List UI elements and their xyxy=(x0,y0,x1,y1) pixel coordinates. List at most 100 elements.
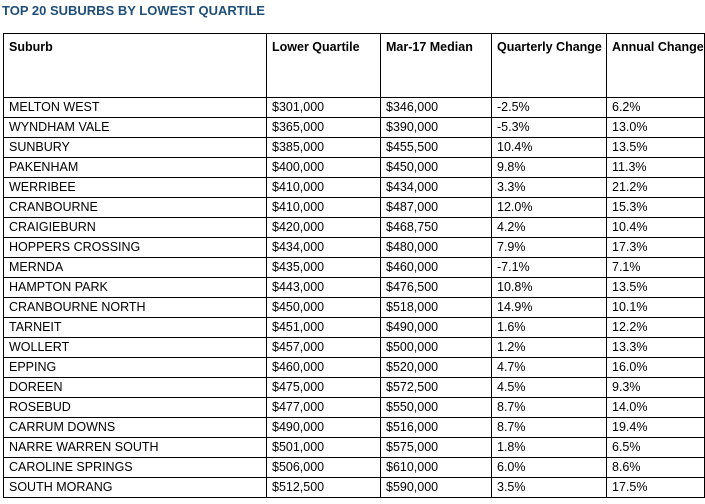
header-lower-quartile: Lower Quartile xyxy=(266,33,381,98)
table-row: HOPPERS CROSSING $434,000 $480,000 7.9% 17.3… xyxy=(3,237,705,258)
cell-suburb: DOREEN xyxy=(3,377,267,398)
header-quarterly-change: Quarterly Change xyxy=(491,33,607,98)
cell-suburb: EPPING xyxy=(3,357,267,378)
table-row: ROSEBUD $477,000 $550,000 8.7% 14.0% xyxy=(3,397,705,418)
cell-median: $434,000 xyxy=(380,177,492,198)
cell-median: $476,500 xyxy=(380,277,492,298)
cell-median: $610,000 xyxy=(380,457,492,478)
cell-lower-quartile: $443,000 xyxy=(266,277,381,298)
cell-quarterly-change: -2.5% xyxy=(491,97,607,118)
table-body: MELTON WEST $301,000 $346,000 -2.5% 6.2% WYND… xyxy=(3,97,705,498)
cell-lower-quartile: $501,000 xyxy=(266,437,381,458)
cell-annual-change: 10.1% xyxy=(606,297,705,318)
cell-quarterly-change: 12.0% xyxy=(491,197,607,218)
cell-quarterly-change: 1.8% xyxy=(491,437,607,458)
cell-suburb: TARNEIT xyxy=(3,317,267,338)
header-suburb: Suburb xyxy=(3,33,267,98)
cell-annual-change: 19.4% xyxy=(606,417,705,438)
cell-lower-quartile: $450,000 xyxy=(266,297,381,318)
cell-suburb: CARRUM DOWNS xyxy=(3,417,267,438)
cell-quarterly-change: -5.3% xyxy=(491,117,607,138)
table-title: TOP 20 SUBURBS BY LOWEST QUARTILE xyxy=(2,3,265,18)
cell-quarterly-change: 8.7% xyxy=(491,417,607,438)
cell-quarterly-change: 1.2% xyxy=(491,337,607,358)
table-row: WOLLERT $457,000 $500,000 1.2% 13.3% xyxy=(3,337,705,358)
cell-median: $346,000 xyxy=(380,97,492,118)
cell-lower-quartile: $420,000 xyxy=(266,217,381,238)
cell-median: $590,000 xyxy=(380,477,492,498)
cell-annual-change: 13.5% xyxy=(606,137,705,158)
cell-annual-change: 13.3% xyxy=(606,337,705,358)
cell-median: $550,000 xyxy=(380,397,492,418)
cell-suburb: MELTON WEST xyxy=(3,97,267,118)
cell-annual-change: 9.3% xyxy=(606,377,705,398)
cell-suburb: CRANBOURNE NORTH xyxy=(3,297,267,318)
cell-suburb: CRANBOURNE xyxy=(3,197,267,218)
cell-annual-change: 7.1% xyxy=(606,257,705,278)
table-row: CRAIGIEBURN $420,000 $468,750 4.2% 10.4% xyxy=(3,217,705,238)
cell-quarterly-change: 4.5% xyxy=(491,377,607,398)
cell-lower-quartile: $457,000 xyxy=(266,337,381,358)
table-row: CAROLINE SPRINGS $506,000 $610,000 6.0% 8.6% xyxy=(3,457,705,478)
cell-median: $487,000 xyxy=(380,197,492,218)
cell-median: $518,000 xyxy=(380,297,492,318)
cell-quarterly-change: 1.6% xyxy=(491,317,607,338)
cell-median: $480,000 xyxy=(380,237,492,258)
cell-lower-quartile: $506,000 xyxy=(266,457,381,478)
cell-lower-quartile: $435,000 xyxy=(266,257,381,278)
cell-suburb: SUNBURY xyxy=(3,137,267,158)
cell-suburb: WYNDHAM VALE xyxy=(3,117,267,138)
cell-lower-quartile: $512,500 xyxy=(266,477,381,498)
cell-annual-change: 14.0% xyxy=(606,397,705,418)
table-row: SUNBURY $385,000 $455,500 10.4% 13.5% xyxy=(3,137,705,158)
cell-lower-quartile: $451,000 xyxy=(266,317,381,338)
cell-quarterly-change: 10.8% xyxy=(491,277,607,298)
cell-lower-quartile: $410,000 xyxy=(266,197,381,218)
cell-lower-quartile: $385,000 xyxy=(266,137,381,158)
cell-suburb: HOPPERS CROSSING xyxy=(3,237,267,258)
table-row: EPPING $460,000 $520,000 4.7% 16.0% xyxy=(3,357,705,378)
cell-suburb: CAROLINE SPRINGS xyxy=(3,457,267,478)
cell-quarterly-change: 14.9% xyxy=(491,297,607,318)
cell-quarterly-change: 8.7% xyxy=(491,397,607,418)
cell-suburb: ROSEBUD xyxy=(3,397,267,418)
table-row: TARNEIT $451,000 $490,000 1.6% 12.2% xyxy=(3,317,705,338)
table-row: CRANBOURNE NORTH $450,000 $518,000 14.9% 10.… xyxy=(3,297,705,318)
table-row: MERNDA $435,000 $460,000 -7.1% 7.1% xyxy=(3,257,705,278)
cell-annual-change: 13.0% xyxy=(606,117,705,138)
table-row: PAKENHAM $400,000 $450,000 9.8% 11.3% xyxy=(3,157,705,178)
cell-suburb: MERNDA xyxy=(3,257,267,278)
cell-annual-change: 12.2% xyxy=(606,317,705,338)
table-row: DOREEN $475,000 $572,500 4.5% 9.3% xyxy=(3,377,705,398)
cell-median: $572,500 xyxy=(380,377,492,398)
cell-suburb: SOUTH MORANG xyxy=(3,477,267,498)
table-row: WERRIBEE $410,000 $434,000 3.3% 21.2% xyxy=(3,177,705,198)
cell-quarterly-change: 4.7% xyxy=(491,357,607,378)
cell-annual-change: 6.5% xyxy=(606,437,705,458)
cell-lower-quartile: $365,000 xyxy=(266,117,381,138)
cell-suburb: HAMPTON PARK xyxy=(3,277,267,298)
cell-quarterly-change: 9.8% xyxy=(491,157,607,178)
cell-lower-quartile: $475,000 xyxy=(266,377,381,398)
cell-lower-quartile: $400,000 xyxy=(266,157,381,178)
cell-annual-change: 6.2% xyxy=(606,97,705,118)
cell-quarterly-change: 4.2% xyxy=(491,217,607,238)
cell-median: $455,500 xyxy=(380,137,492,158)
cell-median: $516,000 xyxy=(380,417,492,438)
cell-lower-quartile: $490,000 xyxy=(266,417,381,438)
cell-annual-change: 17.5% xyxy=(606,477,705,498)
table-row: CRANBOURNE $410,000 $487,000 12.0% 15.3% xyxy=(3,197,705,218)
cell-median: $468,750 xyxy=(380,217,492,238)
cell-annual-change: 17.3% xyxy=(606,237,705,258)
cell-quarterly-change: 7.9% xyxy=(491,237,607,258)
suburbs-table: Suburb Lower Quartile Mar-17 Median Quar… xyxy=(3,33,705,498)
cell-annual-change: 21.2% xyxy=(606,177,705,198)
cell-quarterly-change: -7.1% xyxy=(491,257,607,278)
cell-median: $490,000 xyxy=(380,317,492,338)
cell-quarterly-change: 3.3% xyxy=(491,177,607,198)
cell-suburb: CRAIGIEBURN xyxy=(3,217,267,238)
table-row: NARRE WARREN SOUTH $501,000 $575,000 1.8% 6.… xyxy=(3,437,705,458)
cell-lower-quartile: $460,000 xyxy=(266,357,381,378)
cell-median: $390,000 xyxy=(380,117,492,138)
header-median: Mar-17 Median xyxy=(380,33,492,98)
